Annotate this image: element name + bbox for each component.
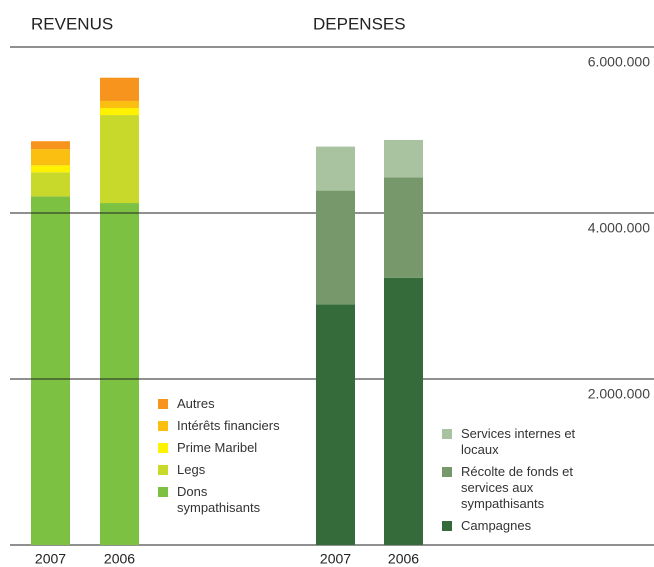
legend-item: Autres [158, 396, 288, 412]
legend-item: Campagnes [442, 518, 612, 534]
legend-label: Dons sympathisants [177, 484, 261, 515]
bar-segment [100, 203, 139, 546]
y-tick-label: 2.000.000 [588, 386, 650, 402]
chart-title: DEPENSES [313, 14, 406, 33]
bar-segment [31, 172, 70, 197]
legend-swatch [158, 465, 168, 475]
x-tick-label: 2007 [320, 551, 351, 567]
legend-label: Prime Maribel [177, 440, 258, 455]
legend-label: Legs [177, 462, 206, 477]
bar-segment [31, 141, 70, 150]
legend-item: Legs [158, 462, 288, 478]
chart-title: REVENUS [31, 14, 113, 33]
legend-label: Campagnes [461, 518, 532, 533]
x-tick-label: 2006 [388, 551, 419, 567]
bar-segment [100, 108, 139, 116]
bar-segment [31, 165, 70, 173]
legend-swatch [158, 443, 168, 453]
legend: Autres Intérêts financiers Prime Maribel Le… [158, 396, 288, 522]
x-tick-label: 2006 [104, 551, 135, 567]
legend-item: Récolte de fonds et services aux sympath… [442, 464, 612, 512]
legend-swatch [158, 421, 168, 431]
y-tick-label: 4.000.000 [588, 220, 650, 236]
legend-swatch [442, 467, 452, 477]
bar-segment [316, 304, 355, 545]
legend-swatch [158, 399, 168, 409]
legend-label: Récolte de fonds et services aux sympath… [461, 464, 574, 511]
x-tick-label: 2007 [35, 551, 66, 567]
bar-segment [316, 190, 355, 305]
legend-label: Intérêts financiers [177, 418, 280, 433]
bar-segment [100, 100, 139, 109]
bar-segment [384, 139, 423, 178]
y-tick-label: 6.000.000 [588, 54, 650, 70]
legend-item: Intérêts financiers [158, 418, 288, 434]
legend-item: Services internes et locaux [442, 426, 612, 458]
legend-item: Dons sympathisants [158, 484, 288, 516]
bar-segment [316, 146, 355, 191]
bar-segment [31, 149, 70, 166]
legend-item: Prime Maribel [158, 440, 288, 456]
legend-label: Autres [177, 396, 215, 411]
legend-swatch [442, 521, 452, 531]
bar-segment [100, 77, 139, 101]
legend-label: Services internes et locaux [461, 426, 576, 457]
bar-segment [384, 177, 423, 278]
bar-segment [384, 277, 423, 545]
bar-segment [31, 196, 70, 545]
legend-swatch [158, 487, 168, 497]
legend-swatch [442, 429, 452, 439]
bar-segment [100, 115, 139, 204]
legend: Services internes et locaux Récolte de fo… [442, 426, 612, 540]
